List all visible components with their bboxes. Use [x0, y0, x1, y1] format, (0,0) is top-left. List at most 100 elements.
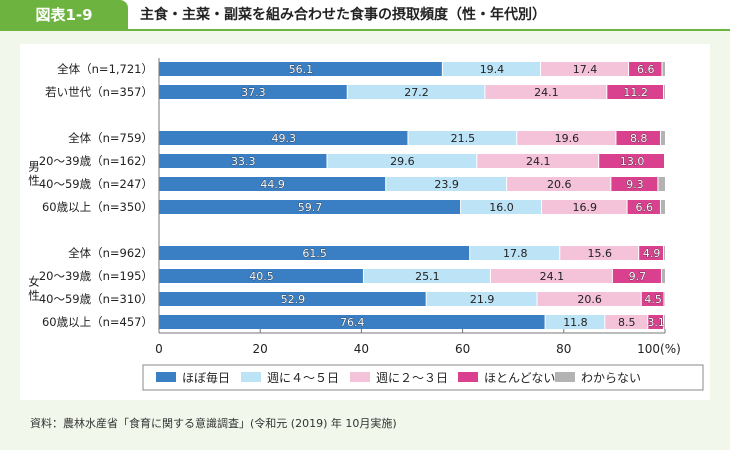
- bar-row: 33.3 29.6 24.1 13.0: [159, 154, 664, 168]
- legend-label: 週に４～５日: [267, 371, 339, 385]
- data-label: 37.3: [241, 86, 266, 99]
- data-label: 13.0: [620, 155, 645, 168]
- data-label: 4.9: [643, 247, 661, 260]
- bar-row: 37.3 27.2 24.1 11.2: [159, 85, 665, 99]
- legend: ほぼ毎日 週に４～５日 週に２～３日 ほとんどない わからない: [142, 364, 704, 391]
- group-label-char: 性: [28, 174, 40, 188]
- bar-segment: [159, 246, 470, 260]
- bar-segment: [159, 131, 408, 145]
- data-label: 25.1: [415, 270, 440, 283]
- data-label: 19.4: [480, 63, 505, 76]
- data-label: 11.8: [563, 316, 588, 329]
- legend-swatch: [458, 372, 478, 382]
- legend-item: ほぼ毎日: [156, 370, 230, 385]
- category-label: 20～39歳（n=162）: [39, 154, 153, 168]
- legend-label: わからない: [581, 371, 641, 385]
- data-label: 24.1: [526, 155, 551, 168]
- bar-segment: [648, 315, 663, 329]
- bar-segment: [159, 269, 363, 283]
- data-label: 24.1: [534, 86, 559, 99]
- bar-segment: [629, 62, 662, 76]
- data-label: 49.3: [271, 132, 296, 145]
- data-label: 21.9: [470, 293, 495, 306]
- bar-segment: [663, 246, 665, 260]
- bar-segment: [616, 131, 660, 145]
- source-note: 資料：農林水産省「食育に関する意識調査」(令和元 (2019) 年 10月実施): [30, 417, 397, 430]
- bar-segment: [442, 62, 541, 76]
- group-label: 男性: [28, 160, 40, 188]
- chart-panel: [20, 44, 710, 400]
- bar-segment: [470, 246, 560, 260]
- bar-segment: [347, 85, 485, 99]
- bar-segment: [627, 200, 660, 214]
- data-label: 8.8: [630, 132, 648, 145]
- bar-segment: [537, 292, 641, 306]
- bar-segment: [159, 154, 327, 168]
- bar-segment: [461, 200, 542, 214]
- category-label: 40～59歳（n=310）: [39, 292, 153, 306]
- bar-row: 61.5 17.8 15.6 4.9: [159, 246, 665, 260]
- bar-segment: [658, 177, 665, 191]
- legend-item: 週に４～５日: [241, 371, 339, 385]
- data-label: 6.6: [636, 201, 654, 214]
- data-label: 16.9: [573, 201, 598, 214]
- x-tick-label: 60: [455, 342, 470, 356]
- data-label: 33.3: [231, 155, 256, 168]
- data-label: 6.6: [637, 63, 655, 76]
- bar-segment: [485, 85, 607, 99]
- bar-segment: [408, 131, 517, 145]
- bar-row: 52.9 21.9 20.6 4.5: [159, 292, 665, 306]
- data-label: 9.7: [629, 270, 647, 283]
- row-labels-layer: 全体（n=1,721） 若い世代（n=357） 全体（n=759） 20～39歳（n=…: [28, 62, 153, 329]
- group-label-char: 性: [28, 289, 40, 303]
- bar-row: 76.4 11.8 8.5 3.1: [159, 315, 665, 329]
- bar-segment: [611, 177, 658, 191]
- bar-segment: [605, 315, 648, 329]
- bar-segment: [507, 177, 611, 191]
- data-label: 23.9: [434, 178, 459, 191]
- bars-layer: 56.1 19.4 17.4 6.6 37.3 27.2 24.1 11.2 49.3 21.5 1…: [159, 62, 665, 329]
- group-label-char: 女: [28, 275, 40, 289]
- data-label: 21.5: [451, 132, 476, 145]
- data-label: 61.5: [302, 247, 327, 260]
- legend-item: ほとんどない: [458, 371, 555, 385]
- category-label: 60歳以上（n=350）: [42, 200, 153, 214]
- bar-segment: [664, 292, 665, 306]
- data-label: 40.5: [249, 270, 274, 283]
- data-label: 11.2: [623, 86, 648, 99]
- data-label: 19.6: [555, 132, 580, 145]
- data-label: 9.3: [626, 178, 644, 191]
- x-tick-label: 40: [354, 342, 369, 356]
- bar-segment: [159, 200, 461, 214]
- bar-segment: [426, 292, 537, 306]
- data-label: 4.5: [644, 293, 662, 306]
- bar-segment: [661, 269, 665, 283]
- data-label: 44.9: [260, 178, 285, 191]
- bar-segment: [607, 85, 663, 99]
- x-tick-label: 0: [155, 342, 163, 356]
- bar-segment: [386, 177, 507, 191]
- legend-swatch: [350, 372, 370, 382]
- data-label: 17.4: [573, 63, 598, 76]
- data-label: 27.2: [404, 86, 429, 99]
- bar-segment: [541, 62, 629, 76]
- x-tick-label: 20: [253, 342, 268, 356]
- bar-segment: [477, 154, 599, 168]
- x-tick-label: 80: [556, 342, 571, 356]
- legend-swatch: [555, 372, 575, 382]
- legend-item: わからない: [555, 371, 641, 385]
- data-label: 24.1: [540, 270, 565, 283]
- legend-label: 週に２～３日: [376, 371, 448, 385]
- figure-title: 主食・主菜・副菜を組み合わせた食事の摂取頻度（性・年代別）: [140, 7, 546, 23]
- data-label: 52.9: [281, 293, 306, 306]
- data-label: 29.6: [390, 155, 415, 168]
- bar-segment: [363, 269, 490, 283]
- bar-row: 49.3 21.5 19.6 8.8: [159, 131, 665, 145]
- category-label: 40～59歳（n=247）: [39, 177, 153, 191]
- legend-box: [142, 364, 704, 391]
- data-label: 15.6: [587, 247, 612, 260]
- bar-segment: [612, 269, 661, 283]
- legend-swatch: [241, 372, 261, 382]
- header-rule: [0, 29, 730, 31]
